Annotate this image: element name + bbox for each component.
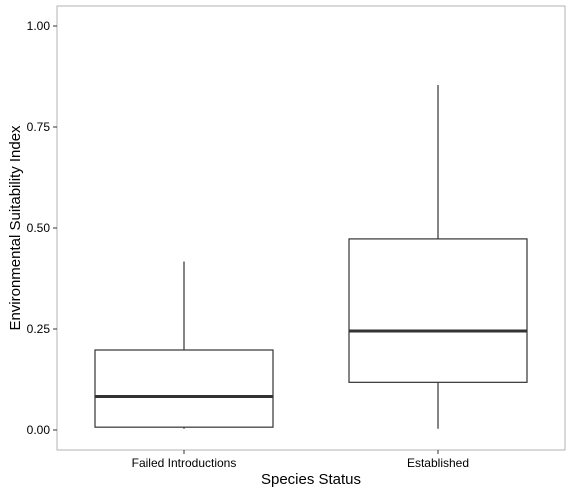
y-tick-label: 0.50: [27, 221, 51, 235]
x-tick-label: Failed Introductions: [132, 456, 237, 470]
box-established: [348, 84, 528, 429]
boxes-layer: [94, 84, 528, 429]
x-tick-label: Established: [407, 456, 469, 470]
x-axis-title: Species Status: [261, 471, 361, 488]
iqr-box: [94, 349, 274, 428]
x-axis: Failed Introductions Established: [132, 450, 469, 470]
y-axis: 0.00 0.25 0.50 0.75 1.00: [27, 19, 57, 437]
y-tick-label: 0.25: [27, 322, 51, 336]
iqr-box: [348, 238, 528, 383]
y-tick-label: 1.00: [27, 19, 51, 33]
y-tick-label: 0.75: [27, 120, 51, 134]
y-tick-label: 0.00: [27, 423, 51, 437]
box-failed-introductions: [94, 261, 274, 429]
y-axis-title: Environmental Suitability Index: [7, 125, 24, 331]
